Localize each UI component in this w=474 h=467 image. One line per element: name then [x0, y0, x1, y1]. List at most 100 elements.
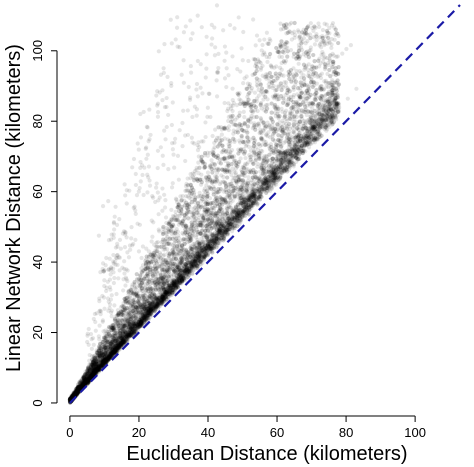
data-point	[104, 358, 109, 364]
data-point	[102, 361, 107, 366]
data-point	[322, 67, 328, 72]
data-point	[111, 235, 116, 240]
data-point	[74, 392, 79, 397]
data-point	[109, 323, 114, 328]
data-point	[196, 194, 201, 199]
data-point	[211, 237, 217, 242]
data-point	[265, 59, 270, 64]
data-point	[279, 67, 284, 72]
data-point	[176, 247, 181, 252]
data-point	[214, 3, 220, 8]
data-point	[128, 332, 134, 337]
data-point	[246, 92, 251, 97]
data-point	[329, 115, 334, 120]
data-point	[162, 252, 167, 257]
data-point	[284, 80, 289, 85]
data-point	[317, 35, 322, 40]
data-point	[290, 159, 295, 164]
data-point	[199, 193, 204, 199]
data-point	[107, 347, 112, 352]
data-point	[188, 70, 194, 75]
data-point	[163, 268, 168, 273]
data-point	[87, 362, 92, 367]
data-point	[129, 289, 135, 295]
data-point	[267, 123, 272, 128]
data-point	[112, 330, 117, 335]
data-point	[277, 177, 282, 182]
data-point	[223, 184, 229, 190]
data-point	[241, 165, 246, 170]
data-point	[234, 210, 239, 215]
data-point	[318, 72, 323, 78]
data-point	[144, 290, 149, 296]
data-point	[180, 245, 185, 250]
data-point	[136, 295, 142, 300]
data-point	[238, 193, 243, 198]
data-point	[277, 54, 282, 59]
data-point	[170, 181, 175, 186]
data-point	[120, 265, 125, 270]
data-point	[328, 115, 333, 120]
data-point	[245, 160, 251, 165]
data-point	[223, 196, 228, 201]
data-point	[197, 190, 202, 195]
data-point	[189, 228, 194, 233]
data-point	[166, 229, 171, 235]
data-point	[277, 150, 282, 155]
data-point	[154, 282, 159, 288]
data-point	[277, 73, 282, 79]
data-point	[129, 319, 134, 324]
data-point	[131, 310, 136, 315]
data-point	[199, 253, 204, 258]
data-point	[322, 21, 327, 26]
data-point	[88, 362, 93, 367]
data-point	[236, 177, 242, 182]
data-point	[248, 120, 253, 125]
data-point	[282, 114, 288, 119]
data-point	[155, 302, 161, 307]
data-point	[194, 225, 199, 230]
data-point	[151, 280, 156, 285]
data-point	[85, 379, 90, 384]
data-point	[230, 108, 235, 114]
data-point	[129, 330, 135, 335]
data-point	[229, 119, 234, 124]
data-point	[189, 238, 194, 243]
data-point	[279, 54, 285, 60]
data-point	[196, 218, 201, 223]
data-point	[210, 36, 215, 41]
data-point	[78, 384, 84, 389]
data-point	[292, 138, 297, 143]
data-point	[274, 172, 279, 177]
data-point	[149, 308, 154, 313]
data-point	[274, 64, 279, 69]
data-point	[129, 334, 134, 339]
data-point	[85, 367, 91, 372]
data-point	[93, 328, 98, 333]
data-point	[328, 89, 333, 94]
data-point	[309, 67, 314, 72]
data-point	[130, 303, 135, 308]
data-point	[226, 106, 231, 111]
data-point	[211, 205, 216, 210]
data-point	[135, 221, 140, 226]
data-point	[106, 355, 112, 360]
data-point	[132, 331, 137, 336]
data-point	[299, 91, 304, 96]
data-point	[263, 89, 268, 94]
data-point	[224, 84, 229, 90]
data-point	[221, 189, 226, 194]
data-point	[272, 126, 278, 131]
data-point	[273, 166, 278, 172]
data-point	[122, 339, 128, 344]
data-point	[127, 243, 133, 248]
data-point	[123, 318, 128, 323]
data-point	[140, 302, 145, 307]
data-point	[123, 299, 128, 304]
data-point	[139, 163, 145, 168]
data-point	[227, 22, 233, 28]
data-point	[239, 201, 244, 206]
data-point	[71, 391, 77, 396]
data-point	[164, 292, 169, 297]
data-point	[147, 311, 152, 316]
